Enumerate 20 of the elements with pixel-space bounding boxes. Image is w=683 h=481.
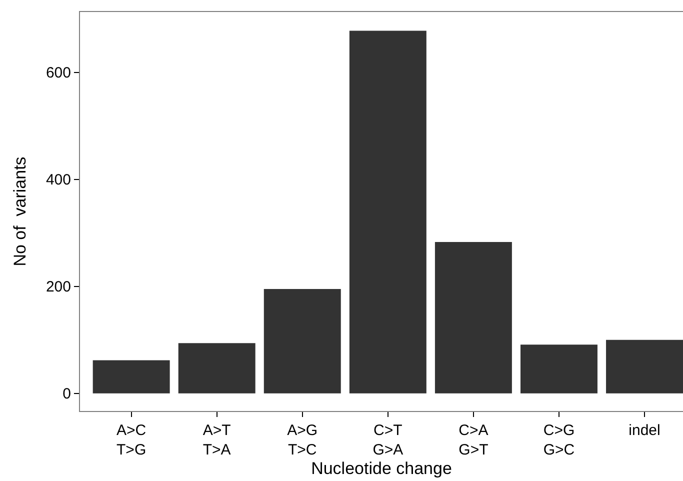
x-tick-label: indel [628,422,660,439]
bar [520,344,598,394]
x-tick-label: C>G G>C [543,422,575,458]
x-tick-label: C>T G>A [372,422,404,458]
y-tick-label: 0 [62,386,71,403]
bar [264,289,341,394]
bar [606,340,683,394]
y-tick-label: 600 [46,64,71,82]
y-tick-label: 400 [46,172,71,189]
bar [92,360,170,394]
x-tick-label: A>C T>G [116,422,146,458]
y-axis-title: No of variants [10,156,30,266]
x-axis-title: Nucleotide change [311,458,452,478]
x-tick-label: C>A G>T [458,422,488,458]
bar [349,30,426,394]
y-tick-label: 200 [46,278,71,296]
bar [178,343,256,394]
x-tick-label: A>T T>A [202,422,231,458]
x-tick-label: A>G T>C [287,422,318,458]
bar [434,242,512,394]
